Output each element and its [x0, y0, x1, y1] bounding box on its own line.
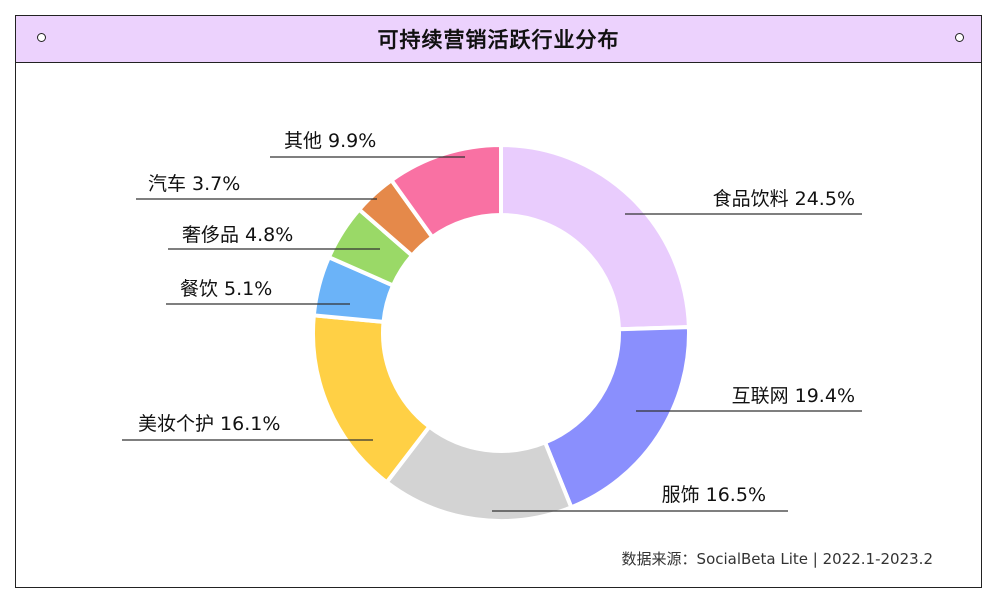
- slice-0: [499, 142, 691, 332]
- slice-label-2: 服饰 16.5%: [662, 484, 766, 506]
- slice-1: [542, 325, 691, 510]
- slice-label-6: 汽车 3.7%: [148, 173, 240, 195]
- header-left-dot: [37, 33, 46, 42]
- chart-header: 可持续营销活跃行业分布: [16, 16, 981, 63]
- source-note: 数据来源：SocialBeta Lite | 2022.1-2023.2: [621, 550, 933, 568]
- header-right-dot: [955, 33, 964, 42]
- slice-label-0: 食品饮料 24.5%: [713, 188, 855, 210]
- slice-labels: 食品饮料 24.5% 互联网 19.4% 服饰 16.5% 美妆个护 16.1% 餐饮 …: [138, 130, 855, 506]
- slice-label-3: 美妆个护 16.1%: [138, 413, 280, 435]
- slice-label-5: 奢侈品 4.8%: [182, 224, 293, 246]
- slice-label-7: 其他 9.9%: [284, 130, 376, 152]
- donut-slices: [311, 142, 691, 523]
- slice-label-1: 互联网 19.4%: [732, 385, 855, 407]
- slice-label-4: 餐饮 5.1%: [180, 278, 272, 300]
- chart-title: 可持续营销活跃行业分布: [377, 28, 620, 52]
- leader-lines: [122, 156, 862, 512]
- slice-7: [388, 142, 503, 240]
